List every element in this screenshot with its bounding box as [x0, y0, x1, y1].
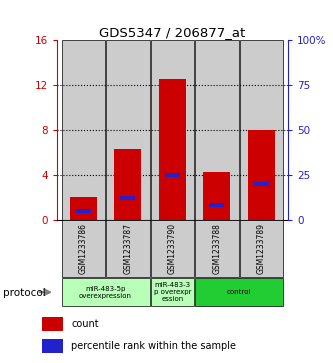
- Text: GSM1233790: GSM1233790: [168, 223, 177, 274]
- Bar: [70, 197, 97, 220]
- Bar: [76, 209, 91, 213]
- Bar: [62, 40, 105, 220]
- FancyBboxPatch shape: [62, 220, 105, 277]
- FancyBboxPatch shape: [151, 220, 194, 277]
- Bar: [121, 196, 135, 200]
- Bar: [195, 40, 239, 220]
- Bar: [106, 40, 150, 220]
- Bar: [203, 172, 230, 220]
- Bar: [42, 339, 63, 352]
- Text: GSM1233789: GSM1233789: [257, 223, 266, 274]
- FancyBboxPatch shape: [195, 278, 283, 306]
- Bar: [115, 149, 141, 220]
- Title: GDS5347 / 206877_at: GDS5347 / 206877_at: [99, 26, 245, 39]
- Text: percentile rank within the sample: percentile rank within the sample: [71, 340, 236, 351]
- Text: GSM1233787: GSM1233787: [123, 223, 132, 274]
- Text: count: count: [71, 319, 99, 329]
- Bar: [42, 317, 63, 331]
- FancyBboxPatch shape: [195, 220, 239, 277]
- Bar: [165, 173, 180, 177]
- Text: protocol: protocol: [3, 288, 46, 298]
- FancyBboxPatch shape: [62, 278, 150, 306]
- Bar: [254, 182, 269, 185]
- FancyBboxPatch shape: [151, 278, 194, 306]
- Text: miR-483-3
p overexpr
ession: miR-483-3 p overexpr ession: [154, 282, 191, 302]
- Bar: [159, 79, 186, 220]
- Text: miR-483-5p
overexpression: miR-483-5p overexpression: [79, 286, 132, 299]
- Text: control: control: [227, 289, 251, 295]
- Bar: [248, 130, 275, 220]
- Text: GSM1233786: GSM1233786: [79, 223, 88, 274]
- Text: GSM1233788: GSM1233788: [212, 223, 221, 274]
- FancyBboxPatch shape: [239, 220, 283, 277]
- Bar: [239, 40, 283, 220]
- Bar: [151, 40, 194, 220]
- FancyBboxPatch shape: [106, 220, 150, 277]
- Bar: [209, 203, 224, 207]
